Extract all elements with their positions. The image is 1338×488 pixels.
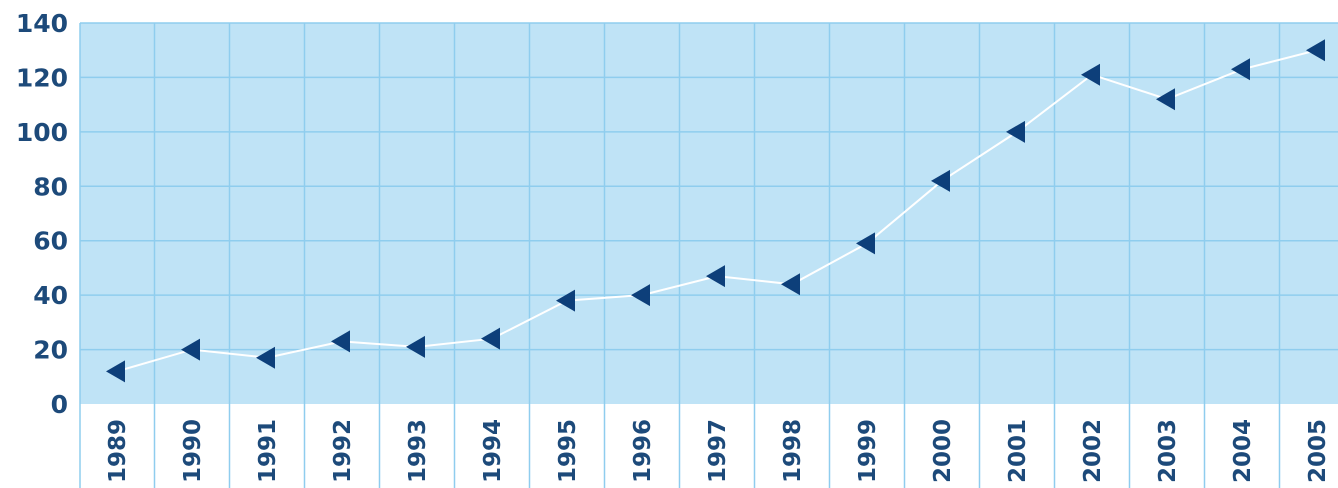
grid-lines <box>79 22 1338 488</box>
x-tick-label: 1999 <box>855 419 881 483</box>
x-tick-label: 1993 <box>405 419 431 483</box>
data-point-marker <box>931 169 950 192</box>
y-tick-label: 60 <box>33 227 68 256</box>
data-point-marker <box>631 284 650 307</box>
x-axis-ticks: 1989 1990 1991 1992 1993 1994 1995 1996 1997 1998… <box>105 419 1331 483</box>
data-point-marker <box>256 346 275 369</box>
data-point-marker <box>406 335 425 358</box>
x-tick-label: 1995 <box>555 419 581 483</box>
series-markers <box>106 39 1325 383</box>
y-tick-label: 20 <box>33 336 68 365</box>
data-point-marker <box>781 273 800 296</box>
plot-area <box>80 23 1338 404</box>
y-axis-ticks: 0 20 40 60 80 100 120 140 <box>16 9 68 419</box>
x-tick-label: 1997 <box>705 419 731 483</box>
x-tick-label: 2004 <box>1230 419 1256 483</box>
y-tick-label: 0 <box>51 390 68 419</box>
data-point-marker <box>481 327 500 350</box>
data-point-marker <box>1231 58 1250 81</box>
x-tick-label: 2001 <box>1005 419 1031 483</box>
y-tick-label: 80 <box>33 172 68 201</box>
data-point-marker <box>706 265 725 288</box>
y-tick-label: 100 <box>16 118 68 147</box>
data-point-marker <box>1156 88 1175 111</box>
x-tick-label: 1991 <box>255 419 281 483</box>
x-tick-label: 1996 <box>630 419 656 483</box>
x-tick-label: 1992 <box>330 419 356 483</box>
data-point-marker <box>331 330 350 353</box>
x-tick-label: 1994 <box>480 419 506 483</box>
y-tick-label: 120 <box>16 63 68 92</box>
data-point-marker <box>1081 63 1100 86</box>
data-point-marker <box>106 360 125 383</box>
x-tick-label: 2002 <box>1080 419 1106 483</box>
y-tick-label: 40 <box>33 281 68 310</box>
data-point-marker <box>856 232 875 255</box>
data-point-marker <box>1006 120 1025 143</box>
data-point-marker <box>556 289 575 312</box>
data-point-marker <box>181 338 200 361</box>
x-tick-label: 2003 <box>1155 419 1181 483</box>
data-point-marker <box>1306 39 1325 62</box>
x-tick-label: 1998 <box>780 419 806 483</box>
x-tick-label: 2005 <box>1305 419 1331 483</box>
y-tick-label: 140 <box>16 9 68 38</box>
x-tick-label: 2000 <box>930 419 956 483</box>
x-tick-label: 1989 <box>105 419 131 483</box>
x-tick-label: 1990 <box>180 419 206 483</box>
